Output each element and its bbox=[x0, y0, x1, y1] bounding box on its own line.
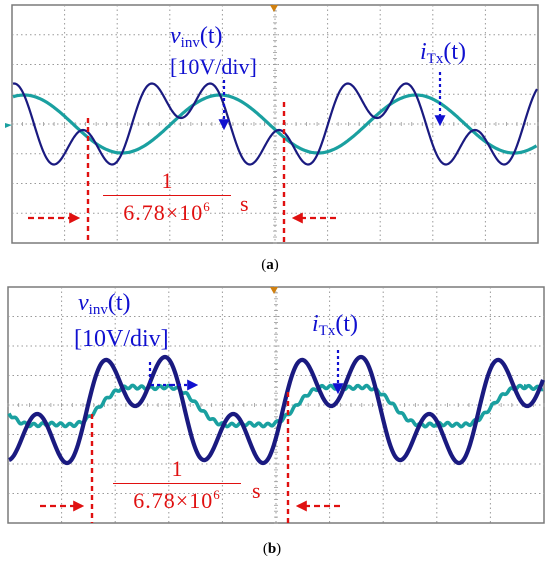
panel-a-vinv-trace bbox=[12, 82, 538, 166]
panel-b-fraction-denominator: 6.78×106 bbox=[133, 487, 221, 513]
panel-b-itx-label: iTx(t) bbox=[312, 311, 358, 339]
panel-b-scale-label: [10V/div] bbox=[74, 326, 169, 352]
panel-b-caption: (b) bbox=[262, 541, 282, 557]
panel-b-fraction-bar bbox=[113, 483, 241, 484]
panel-a-fraction-denominator: 6.78×106 bbox=[123, 199, 211, 225]
panel-b-trigger-marker bbox=[270, 287, 278, 294]
panel-a bbox=[5, 4, 539, 244]
panel-a-period-fraction: 1 6.78×106 bbox=[103, 170, 231, 224]
panel-a-trigger-marker bbox=[270, 5, 278, 12]
panel-a-period-unit: s bbox=[240, 191, 249, 216]
panel-a-fraction-bar bbox=[103, 195, 231, 196]
panel-b-itx-trace bbox=[7, 383, 544, 429]
panel-b-vinv-arrow-path bbox=[148, 362, 172, 387]
panel-a-ground-marker bbox=[5, 123, 12, 128]
panel-b bbox=[7, 286, 545, 524]
panel-a-itx-label: iTx(t) bbox=[420, 39, 466, 67]
panel-b-vinv-trace bbox=[7, 354, 545, 466]
panel-b-period-unit: s bbox=[252, 478, 261, 503]
panel-b-fraction-numerator: 1 bbox=[171, 456, 183, 481]
panel-a-caption: (a) bbox=[261, 257, 279, 273]
panel-a-fraction-numerator: 1 bbox=[161, 168, 173, 193]
panel-a-scale-label: [10V/div] bbox=[170, 54, 257, 79]
panel-a-vinv-label: vinv(t) bbox=[170, 23, 223, 51]
panel-b-period-fraction: 1 6.78×106 bbox=[113, 458, 241, 512]
panel-b-vinv-label: vinv(t) bbox=[78, 290, 131, 318]
panel-a-itx-trace bbox=[12, 93, 538, 155]
panel-b-ground-marker bbox=[524, 384, 531, 389]
